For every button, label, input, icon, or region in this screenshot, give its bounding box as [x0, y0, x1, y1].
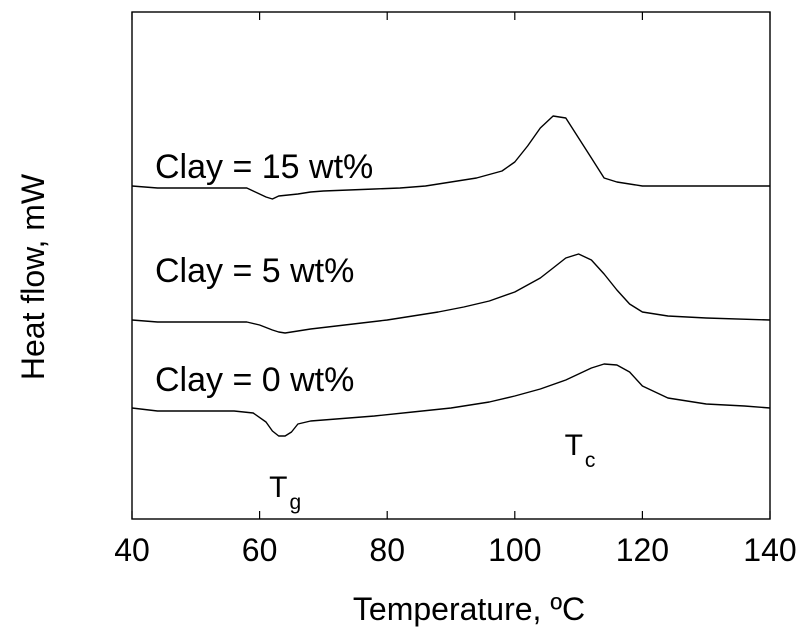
x-tick-label: 140: [743, 532, 796, 568]
series-label-3: Clay = 0 wt%: [155, 361, 354, 399]
axes: 40 60 80 100 120 140: [114, 11, 797, 568]
plot-area: Clay = 15 wt%Clay = 5 wt%Clay = 0 wt%TgT…: [131, 115, 771, 514]
x-axis-label: Temperature, ºC: [353, 591, 585, 627]
annotation-subscript: c: [585, 449, 596, 472]
series-line-3: [131, 363, 771, 437]
plot-frame: [131, 11, 771, 520]
x-tick-label: 60: [242, 532, 278, 568]
series-line-1: [131, 115, 770, 200]
series-label-2: Clay = 5 wt%: [155, 252, 354, 290]
x-tick-label: 100: [488, 532, 541, 568]
x-tick-label: 120: [616, 532, 669, 568]
series-label-1: Clay = 15 wt%: [155, 148, 373, 186]
annotation-main: T: [565, 429, 583, 462]
annotation-tg: Tg: [269, 471, 301, 514]
x-tick-label: 80: [369, 532, 405, 568]
annotation-main: T: [269, 471, 287, 504]
x-tick-label: 40: [114, 532, 150, 568]
series-line-2: [131, 253, 771, 334]
y-axis-label: Heat flow, mW: [15, 173, 51, 380]
annotation-subscript: g: [289, 491, 301, 514]
annotation-tc: Tc: [565, 429, 596, 472]
